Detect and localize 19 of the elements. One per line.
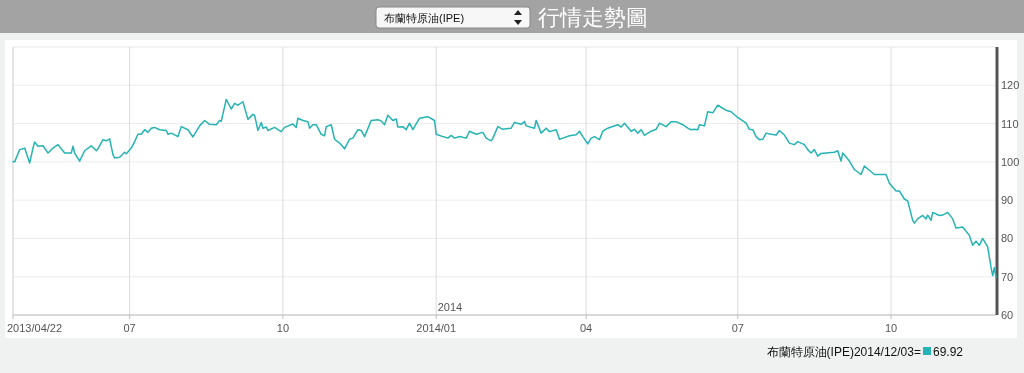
y-tick-label: 70 xyxy=(1001,270,1014,283)
x-tick-label: 07 xyxy=(123,322,136,334)
y-tick-label: 100 xyxy=(1001,155,1020,168)
y-tick-label: 80 xyxy=(1001,232,1014,245)
chart-title: 行情走勢圖 xyxy=(538,5,648,30)
y-tick-label: 60 xyxy=(1001,309,1014,321)
y-tick-label: 110 xyxy=(1001,117,1019,130)
y-tick-label: 120 xyxy=(1001,79,1020,92)
x-tick-label: 10 xyxy=(884,322,898,334)
x-tick-label: 10 xyxy=(276,322,290,334)
annotation: 2014 xyxy=(437,301,463,313)
x-tick-label: 04 xyxy=(580,322,593,334)
x-tick-label: 2014/01 xyxy=(416,322,457,334)
line-series xyxy=(12,98,997,278)
x-tick-label: 2013/04/22 xyxy=(7,322,63,334)
chart-subtitle: 布蘭特原油(IPE) xyxy=(384,12,465,24)
x-tick-label: 07 xyxy=(731,322,744,334)
y-tick-label: 90 xyxy=(1001,194,1014,207)
text: 布蘭特原油(IPE)2014/12/03= 69.92 xyxy=(766,345,964,359)
